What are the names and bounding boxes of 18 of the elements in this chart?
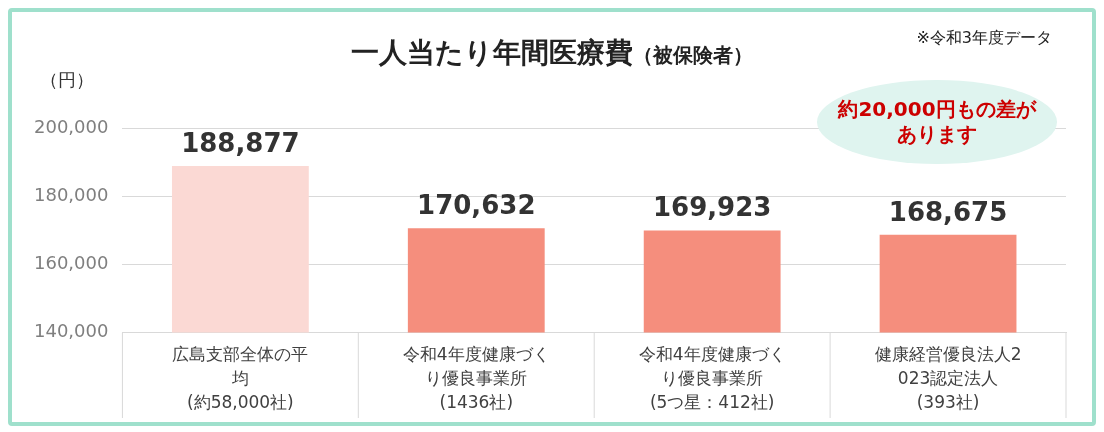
x-tick-label: 令和4年度健康づくり優良事業所(5つ星：412社)	[638, 343, 786, 412]
data-label: 168,675	[888, 196, 1008, 227]
y-tick-label: 180,000	[34, 183, 109, 205]
data-label: 169,923	[652, 192, 772, 223]
data-label: 170,632	[417, 189, 536, 220]
x-tick-label: 広島支部全体の平均(約58,000社)	[172, 343, 309, 412]
data-label: 188,877	[181, 127, 300, 158]
chart-subtitle: （被保険者）	[633, 43, 753, 67]
text: ※令和3年度データ	[916, 28, 1052, 49]
y-tick-label: 160,000	[34, 252, 109, 274]
x-tick-label: 令和4年度健康づくり優良事業所(1436社)	[402, 343, 550, 412]
y-tick-label: 200,000	[34, 115, 109, 137]
chart-title: 一人当たり年間医療費	[351, 36, 633, 69]
y-axis-title: （円）	[40, 68, 94, 92]
y-tick-label: 140,000	[34, 320, 109, 342]
speech-bubble: 約20,000円もの差があります	[817, 80, 1057, 164]
annotation: 約20,000円もの差があります	[836, 97, 1038, 147]
x-tick-label: 健康経営優良法人2023認定法人(393社)	[874, 343, 1022, 412]
